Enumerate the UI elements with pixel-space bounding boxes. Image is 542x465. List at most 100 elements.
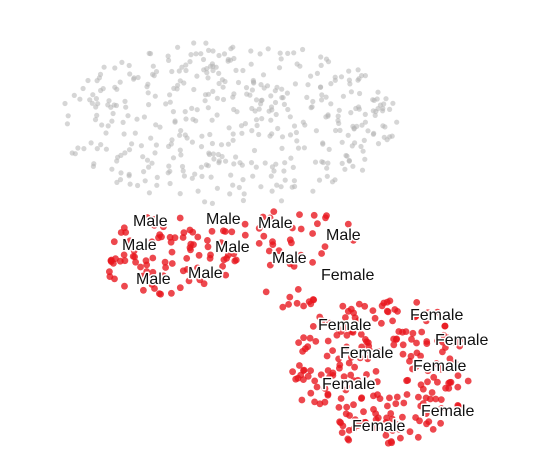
labeled-point: [441, 322, 449, 330]
unlabeled-point: [230, 137, 236, 143]
unlabeled-point: [105, 123, 111, 129]
unlabeled-point: [328, 101, 334, 107]
labeled-point: [369, 307, 377, 314]
unlabeled-point: [77, 96, 83, 102]
unlabeled-point: [209, 117, 215, 123]
labeled-point: [344, 220, 352, 228]
unlabeled-point: [260, 72, 267, 78]
point-label: Female: [421, 403, 474, 420]
labeled-point: [365, 342, 373, 350]
unlabeled-point: [218, 142, 225, 148]
unlabeled-point: [371, 97, 377, 103]
unlabeled-point: [117, 177, 124, 183]
unlabeled-point: [62, 100, 68, 107]
labeled-point: [422, 410, 430, 417]
labeled-point: [390, 341, 398, 349]
labeled-point: [370, 406, 377, 413]
unlabeled-point: [256, 106, 262, 112]
labeled-point: [360, 408, 367, 416]
unlabeled-point: [209, 200, 215, 206]
unlabeled-point: [231, 161, 237, 167]
labeled-point: [286, 260, 294, 268]
labeled-point: [454, 402, 462, 410]
labeled-point: [260, 232, 268, 240]
labeled-point: [339, 302, 347, 310]
unlabeled-point: [291, 50, 297, 56]
unlabeled-point: [176, 68, 182, 74]
labeled-point: [298, 396, 306, 404]
unlabeled-point: [318, 84, 324, 90]
unlabeled-point: [332, 77, 338, 83]
unlabeled-point: [101, 64, 107, 70]
unlabeled-point: [109, 166, 115, 172]
unlabeled-point: [230, 182, 236, 188]
labeled-point: [116, 257, 124, 265]
labeled-point: [412, 312, 420, 320]
unlabeled-point: [167, 180, 173, 187]
labeled-point: [189, 228, 197, 236]
unlabeled-point: [291, 178, 297, 184]
labeled-point: [400, 399, 408, 407]
unlabeled-point: [281, 101, 287, 107]
labeled-point: [222, 271, 230, 279]
labeled-point: [454, 383, 462, 391]
labeled-point: [409, 329, 417, 337]
labeled-point: [149, 268, 157, 276]
labeled-point: [310, 211, 318, 219]
unlabeled-point: [278, 198, 285, 204]
labeled-point: [439, 338, 447, 346]
unlabeled-point: [150, 71, 156, 77]
labeled-point: [266, 261, 274, 269]
unlabeled-point: [320, 141, 326, 147]
point-label: Male: [326, 227, 361, 244]
labeled-point: [160, 223, 167, 231]
labeled-point: [333, 232, 340, 239]
unlabeled-point: [177, 132, 183, 138]
labeled-point: [183, 266, 191, 273]
unlabeled-point: [342, 166, 348, 172]
labeled-point: [289, 368, 296, 376]
labeled-point: [350, 236, 357, 244]
unlabeled-point: [154, 182, 160, 188]
unlabeled-point: [287, 132, 294, 138]
unlabeled-point: [279, 86, 285, 92]
unlabeled-point: [365, 128, 371, 134]
unlabeled-point: [177, 147, 183, 153]
unlabeled-point: [258, 184, 264, 190]
unlabeled-point: [323, 94, 329, 100]
labeled-point: [337, 395, 345, 402]
labeled-point: [143, 268, 151, 275]
labeled-point: [422, 317, 430, 325]
labeled-point: [346, 412, 353, 419]
unlabeled-point: [288, 155, 294, 161]
unlabeled-point: [274, 182, 280, 188]
labeled-point: [143, 214, 151, 221]
labeled-point: [326, 373, 333, 381]
labeled-point: [196, 276, 204, 284]
unlabeled-point: [348, 89, 354, 95]
unlabeled-point: [292, 81, 298, 87]
labeled-point: [422, 394, 430, 402]
unlabeled-point: [294, 138, 300, 144]
unlabeled-point: [93, 104, 99, 110]
labeled-point: [190, 241, 197, 249]
labeled-point: [324, 367, 332, 374]
unlabeled-point: [75, 145, 81, 151]
labeled-point: [286, 293, 294, 301]
labeled-point: [297, 251, 305, 259]
unlabeled-point: [214, 95, 220, 101]
labeled-point: [312, 338, 320, 345]
unlabeled-point: [278, 56, 284, 62]
unlabeled-point: [282, 160, 288, 166]
unlabeled-point: [221, 51, 228, 57]
unlabeled-point: [256, 131, 262, 138]
unlabeled-point: [199, 133, 205, 139]
point-label: Male: [206, 211, 241, 228]
unlabeled-point: [355, 67, 361, 73]
unlabeled-point: [219, 153, 225, 160]
labeled-point: [358, 395, 365, 402]
labeled-point: [399, 341, 407, 349]
labeled-point: [382, 419, 390, 426]
labeled-point: [340, 373, 348, 381]
unlabeled-point: [94, 112, 100, 118]
